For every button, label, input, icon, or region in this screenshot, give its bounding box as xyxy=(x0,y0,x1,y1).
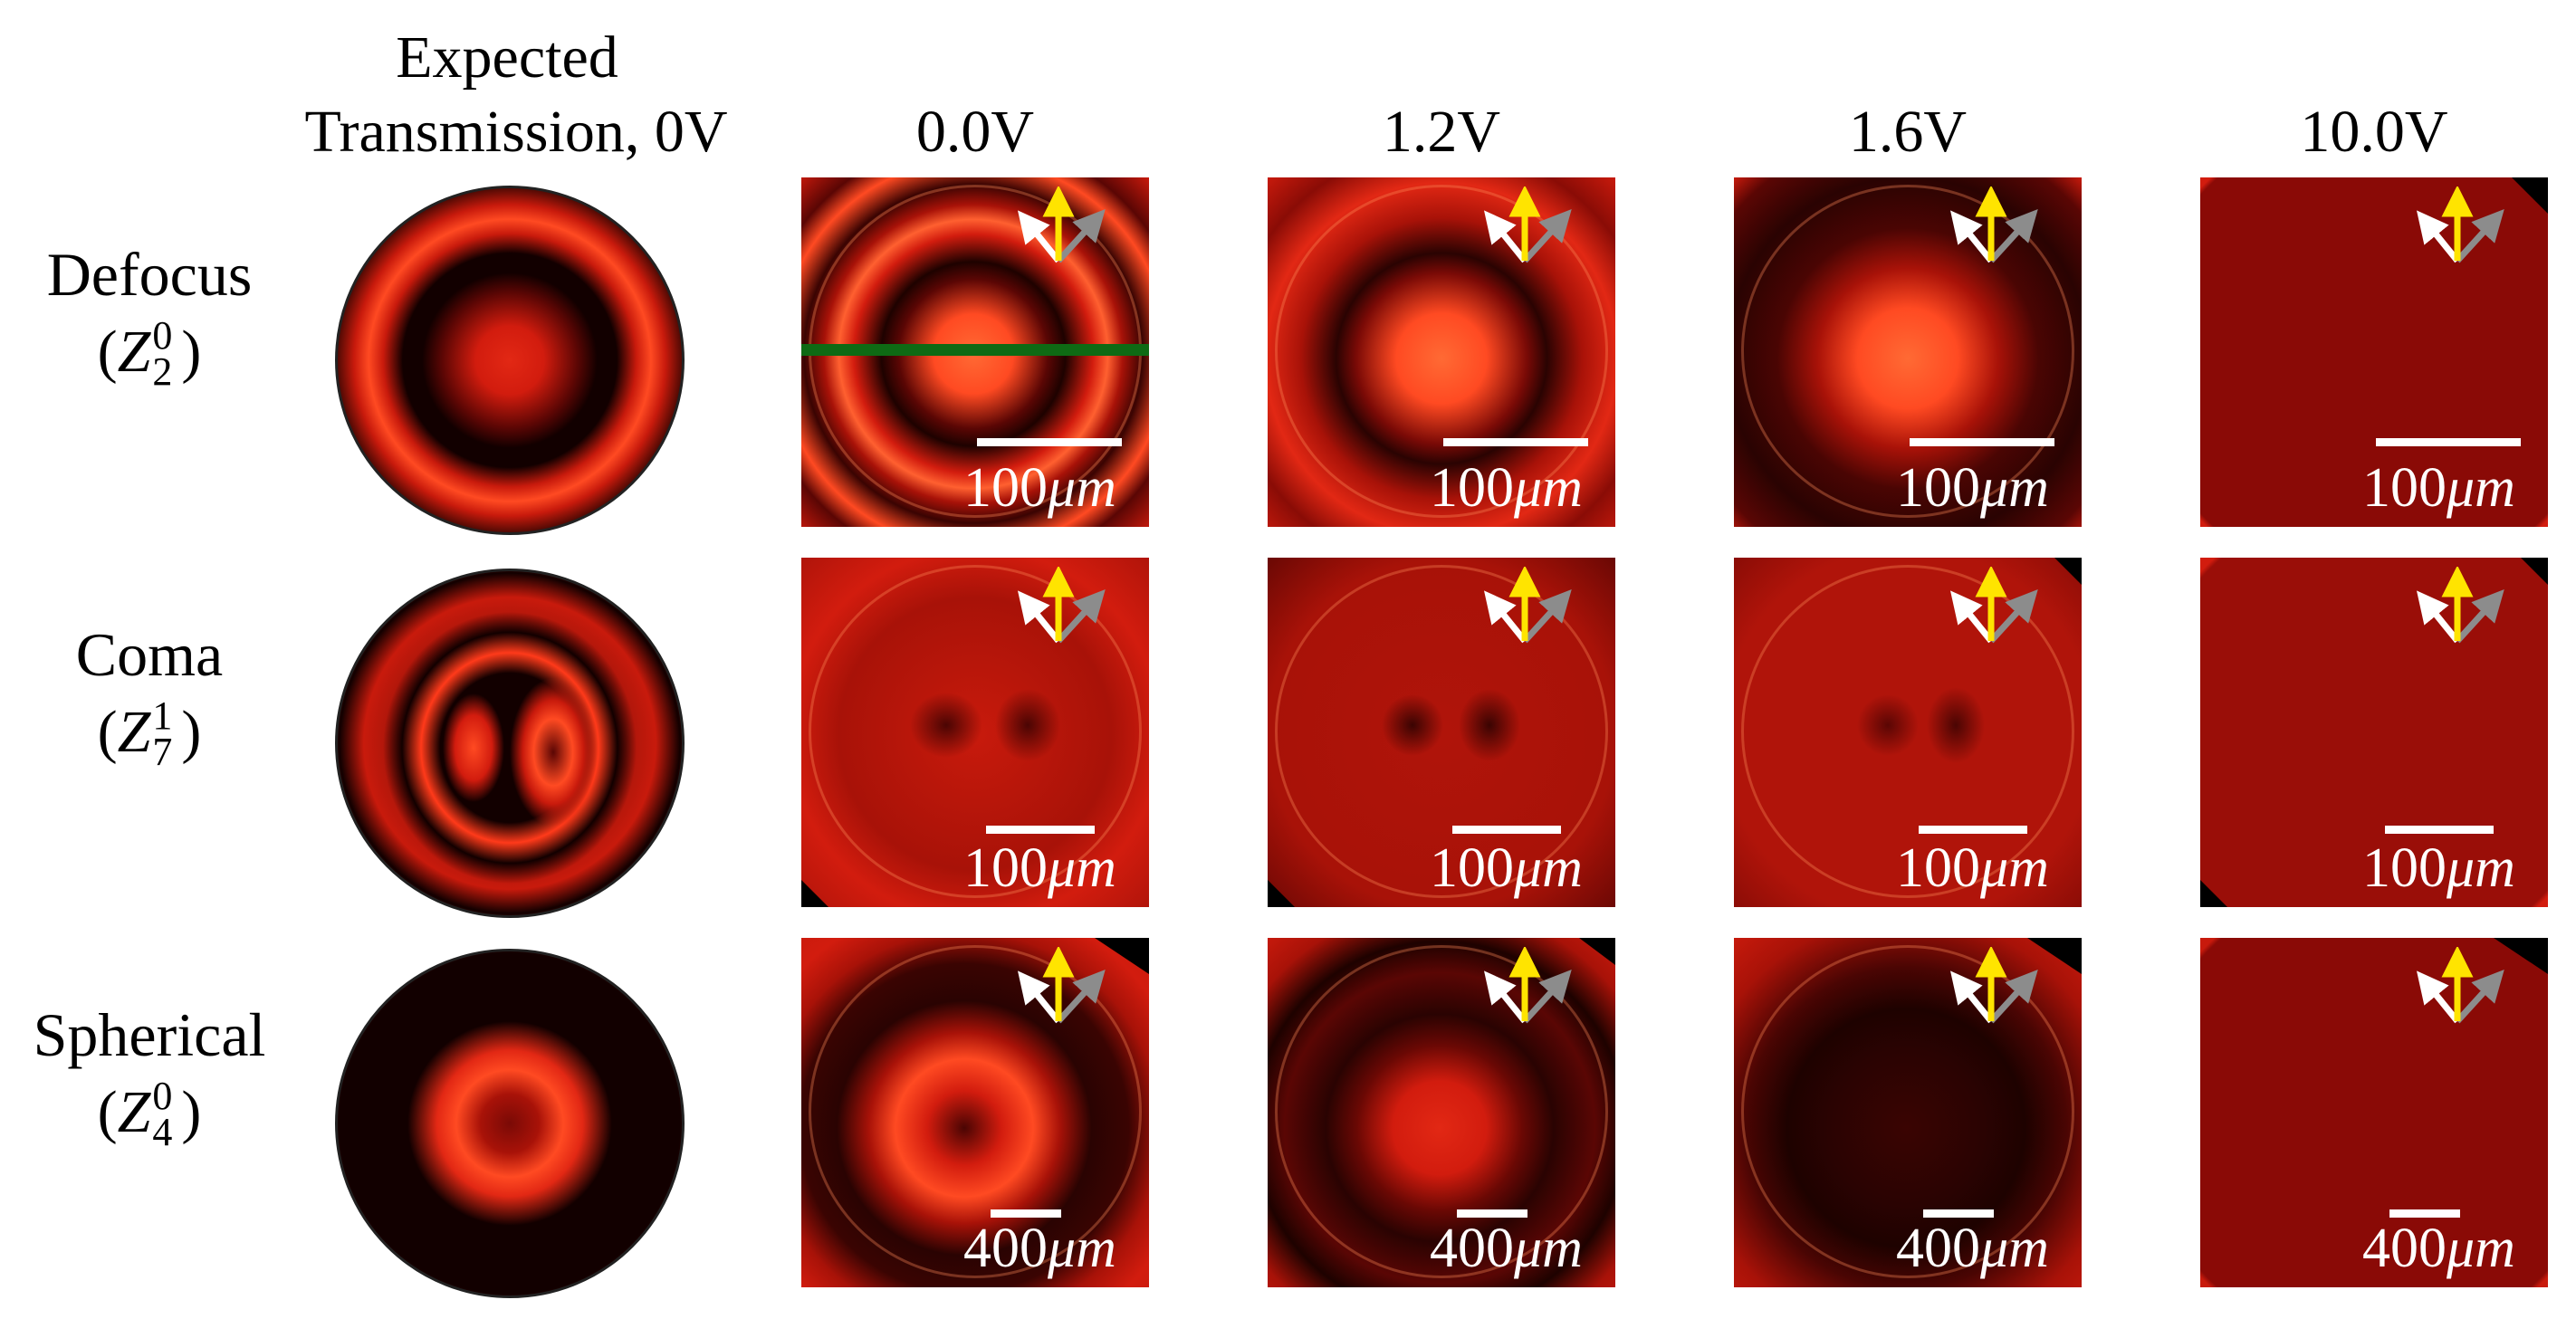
scale-bar-label: 400μm xyxy=(963,1218,1116,1279)
scale-bar xyxy=(991,1209,1061,1218)
simulated-coma-disk xyxy=(335,569,685,918)
header-expected-line2: Transmission, 0V xyxy=(304,99,728,165)
header-expected-line1: Expected xyxy=(396,24,618,91)
polarizer-arrows-icon xyxy=(1017,186,1106,263)
profile-line xyxy=(801,344,1149,356)
scale-bar xyxy=(1910,438,2054,446)
scale-bar-label: 100μm xyxy=(1430,837,1583,899)
zernike-symbol: (Z 1 7) xyxy=(97,693,202,774)
polarizer-arrows-icon xyxy=(1483,186,1572,263)
scale-bar xyxy=(1452,826,1561,834)
scale-bar-label: 100μm xyxy=(2362,837,2515,899)
scale-bar xyxy=(1919,826,2027,834)
polarizer-arrows-icon xyxy=(1949,567,2038,644)
polarizer-arrows-icon xyxy=(1949,947,2038,1024)
scale-bar-label: 400μm xyxy=(1430,1218,1583,1279)
row-name: Spherical xyxy=(33,1000,266,1069)
row-label-coma: Coma (Z 1 7) xyxy=(0,620,299,774)
zernike-symbol: (Z 0 2) xyxy=(97,312,202,394)
polarizer-arrows-icon xyxy=(1949,186,2038,263)
scale-bar-label: 100μm xyxy=(1896,837,2049,899)
row-label-spherical: Spherical (Z 0 4) xyxy=(0,1000,299,1154)
scale-bar-label: 100μm xyxy=(2362,457,2515,519)
polarizer-arrows-icon xyxy=(1017,947,1106,1024)
polarizer-arrows-icon xyxy=(2416,567,2504,644)
polarizer-arrows-icon xyxy=(2416,186,2504,263)
scale-bar xyxy=(2389,1209,2460,1218)
row-label-defocus: Defocus (Z 0 2) xyxy=(0,240,299,394)
header-voltage-3: 10.0V xyxy=(2300,99,2448,165)
scale-bar xyxy=(2376,438,2521,446)
scale-bar xyxy=(1443,438,1588,446)
scale-bar xyxy=(2385,826,2494,834)
polarizer-arrows-icon xyxy=(1483,947,1572,1024)
header-voltage-1: 1.2V xyxy=(1382,99,1501,165)
scale-bar xyxy=(986,826,1095,834)
zernike-symbol: (Z 0 4) xyxy=(97,1073,202,1154)
row-name: Coma xyxy=(75,620,224,689)
scale-bar-label: 100μm xyxy=(963,457,1116,519)
header-voltage-0: 0.0V xyxy=(915,99,1035,165)
header-voltage-2: 1.6V xyxy=(1848,99,1968,165)
scale-bar xyxy=(1457,1209,1527,1218)
scale-bar-label: 400μm xyxy=(2362,1218,2515,1279)
scale-bar xyxy=(1923,1209,1994,1218)
scale-bar-label: 100μm xyxy=(1430,457,1583,519)
polarizer-arrows-icon xyxy=(1483,567,1572,644)
scale-bar-label: 400μm xyxy=(1896,1218,2049,1279)
simulated-spherical-disk xyxy=(335,949,685,1298)
polarizer-arrows-icon xyxy=(1017,567,1106,644)
scale-bar-label: 100μm xyxy=(963,837,1116,899)
polarizer-arrows-icon xyxy=(2416,947,2504,1024)
simulated-defocus-disk xyxy=(335,186,685,535)
scale-bar xyxy=(977,438,1122,446)
row-name: Defocus xyxy=(46,240,253,309)
scale-bar-label: 100μm xyxy=(1896,457,2049,519)
